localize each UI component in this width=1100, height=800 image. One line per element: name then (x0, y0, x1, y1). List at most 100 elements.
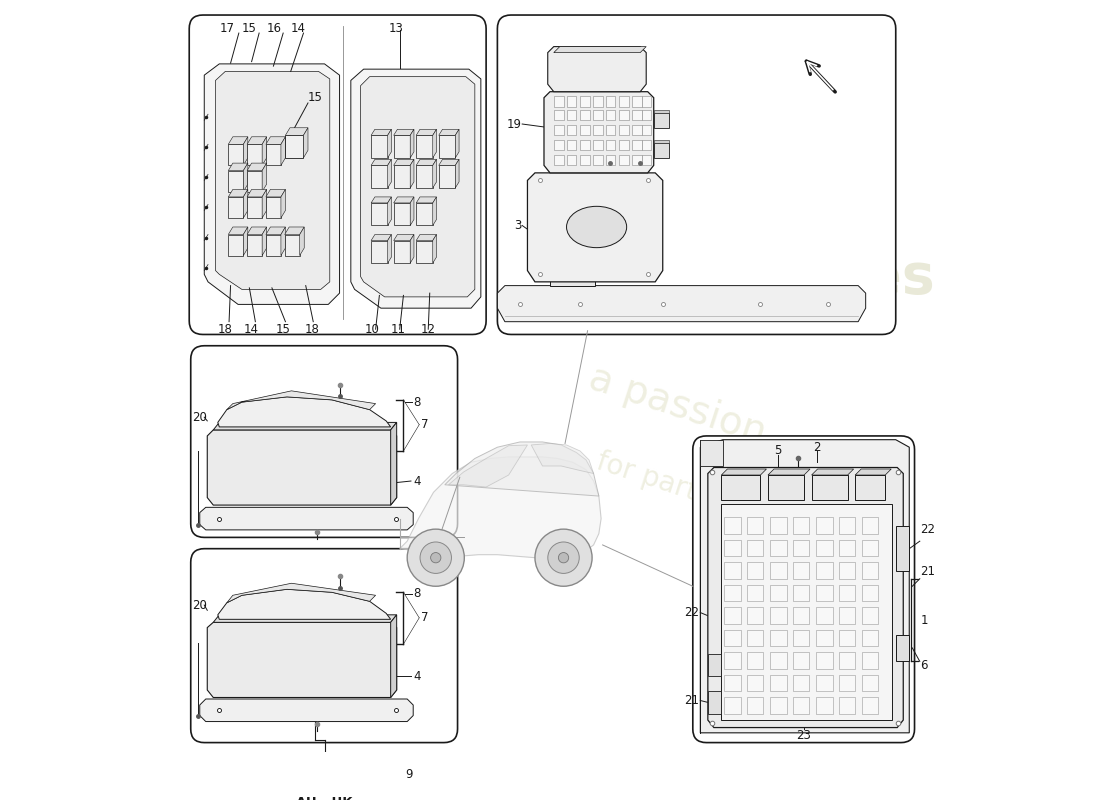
Polygon shape (606, 140, 615, 150)
Polygon shape (416, 166, 432, 188)
Polygon shape (722, 475, 760, 500)
Polygon shape (399, 457, 601, 558)
Polygon shape (416, 197, 437, 203)
Text: 12: 12 (420, 322, 436, 336)
Text: 3: 3 (514, 219, 521, 232)
Polygon shape (653, 143, 669, 158)
Polygon shape (838, 630, 855, 646)
Polygon shape (394, 130, 414, 135)
Polygon shape (566, 110, 576, 120)
Polygon shape (593, 155, 603, 166)
Text: 22: 22 (921, 523, 935, 536)
Polygon shape (528, 173, 662, 282)
FancyBboxPatch shape (190, 346, 458, 538)
Polygon shape (812, 475, 848, 500)
Polygon shape (816, 540, 833, 556)
Polygon shape (641, 110, 651, 120)
Text: 20: 20 (192, 410, 207, 424)
Polygon shape (707, 691, 722, 714)
Polygon shape (550, 195, 595, 286)
Polygon shape (862, 540, 879, 556)
Text: 19: 19 (506, 118, 521, 130)
Text: 23: 23 (796, 729, 812, 742)
Polygon shape (641, 125, 651, 135)
Polygon shape (566, 155, 576, 166)
Text: 15: 15 (242, 22, 256, 35)
Polygon shape (725, 630, 741, 646)
Polygon shape (285, 234, 299, 255)
Polygon shape (862, 698, 879, 714)
Polygon shape (606, 125, 615, 135)
Polygon shape (593, 96, 603, 106)
Text: 21: 21 (684, 694, 699, 707)
Polygon shape (394, 135, 410, 158)
Text: 7: 7 (420, 418, 428, 431)
Text: a passion: a passion (584, 359, 771, 453)
Polygon shape (862, 630, 879, 646)
Polygon shape (606, 110, 615, 120)
Polygon shape (394, 203, 410, 226)
Polygon shape (793, 540, 810, 556)
Polygon shape (432, 197, 437, 226)
Polygon shape (770, 585, 786, 602)
FancyBboxPatch shape (189, 15, 486, 334)
Polygon shape (701, 440, 723, 466)
Polygon shape (455, 159, 459, 188)
Polygon shape (566, 96, 576, 106)
Polygon shape (216, 446, 393, 450)
Polygon shape (747, 698, 763, 714)
Polygon shape (243, 227, 248, 255)
Polygon shape (216, 665, 393, 668)
Polygon shape (388, 674, 393, 686)
Polygon shape (394, 166, 410, 188)
Text: 1: 1 (921, 614, 928, 626)
Polygon shape (439, 130, 459, 135)
Polygon shape (838, 540, 855, 556)
Polygon shape (855, 469, 891, 475)
Polygon shape (812, 469, 854, 475)
Circle shape (535, 529, 592, 586)
Circle shape (407, 529, 464, 586)
Text: 21: 21 (921, 565, 935, 578)
Polygon shape (243, 137, 248, 166)
Text: 17: 17 (219, 22, 234, 35)
Polygon shape (387, 130, 392, 158)
Polygon shape (862, 562, 879, 578)
Polygon shape (207, 622, 397, 698)
Polygon shape (816, 607, 833, 624)
Polygon shape (770, 630, 786, 646)
Polygon shape (285, 128, 308, 135)
Polygon shape (631, 110, 641, 120)
Polygon shape (838, 652, 855, 669)
Text: 14: 14 (290, 22, 306, 35)
Polygon shape (768, 469, 810, 475)
Circle shape (430, 553, 441, 563)
Polygon shape (444, 442, 598, 496)
Polygon shape (497, 286, 866, 322)
Polygon shape (862, 652, 879, 669)
Polygon shape (816, 630, 833, 646)
Polygon shape (770, 540, 786, 556)
Polygon shape (793, 585, 810, 602)
Polygon shape (216, 646, 393, 650)
Polygon shape (299, 227, 305, 255)
Polygon shape (416, 135, 432, 158)
Polygon shape (553, 125, 563, 135)
Polygon shape (641, 140, 651, 150)
Polygon shape (213, 422, 397, 430)
Polygon shape (455, 130, 459, 158)
Polygon shape (580, 155, 590, 166)
Polygon shape (862, 517, 879, 534)
Polygon shape (216, 473, 393, 477)
Polygon shape (793, 630, 810, 646)
Polygon shape (243, 163, 248, 192)
Polygon shape (641, 96, 651, 106)
Polygon shape (262, 163, 266, 192)
Polygon shape (862, 607, 879, 624)
Polygon shape (216, 674, 393, 678)
Polygon shape (371, 159, 392, 166)
Polygon shape (449, 445, 528, 487)
Polygon shape (394, 234, 414, 241)
Polygon shape (619, 140, 629, 150)
Polygon shape (580, 125, 590, 135)
